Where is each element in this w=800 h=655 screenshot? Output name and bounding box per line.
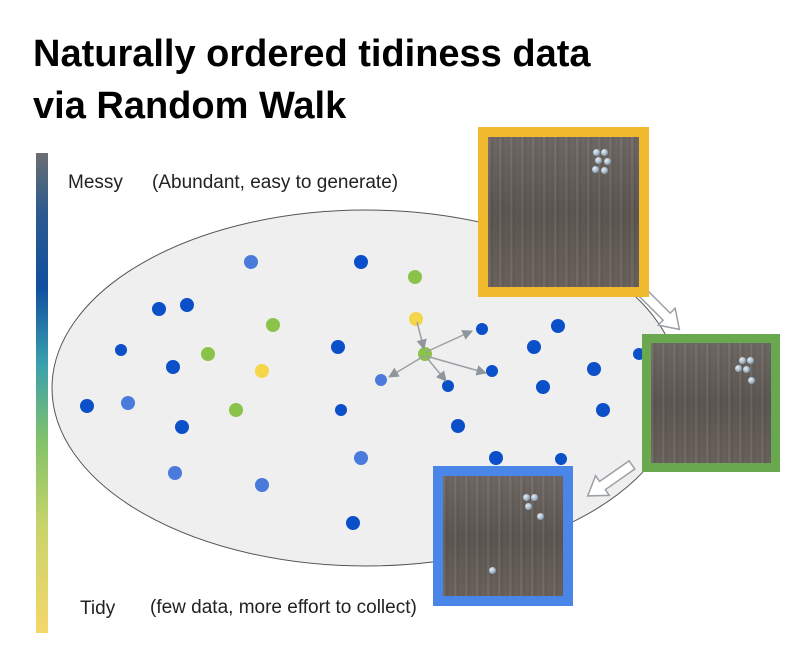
data-point xyxy=(266,318,280,332)
data-point xyxy=(354,255,368,269)
bottle-icon xyxy=(489,567,496,574)
bottle-icon xyxy=(601,149,608,156)
data-point xyxy=(476,323,488,335)
data-point xyxy=(121,396,135,410)
data-point xyxy=(587,362,601,376)
data-point xyxy=(555,453,567,465)
data-point xyxy=(152,302,166,316)
data-point xyxy=(489,451,503,465)
data-point xyxy=(596,403,610,417)
tidy-label: Tidy xyxy=(80,598,116,619)
data-point xyxy=(335,404,347,416)
page-title: Naturally ordered tidiness data via Rand… xyxy=(33,28,753,132)
data-point xyxy=(244,255,258,269)
data-point xyxy=(551,319,565,333)
data-point xyxy=(408,270,422,284)
bottle-icon xyxy=(595,157,602,164)
tidy-note: (few data, more effort to collect) xyxy=(150,597,417,618)
data-point xyxy=(180,298,194,312)
data-point xyxy=(354,451,368,465)
transition-arrow-icon xyxy=(586,459,636,497)
messy-label: Messy xyxy=(68,172,123,193)
walk-arrow xyxy=(416,321,427,351)
bottle-icon xyxy=(604,158,611,165)
tidy-tabletop-photo xyxy=(433,466,573,606)
data-point xyxy=(409,312,423,326)
data-point xyxy=(451,419,465,433)
data-point xyxy=(375,374,387,386)
title-line-1: Naturally ordered tidiness data xyxy=(33,33,591,75)
data-point xyxy=(486,365,498,377)
data-point xyxy=(115,344,127,356)
bottle-icon xyxy=(592,166,599,173)
bottle-icon xyxy=(525,503,532,510)
tabletop-photo-icon xyxy=(651,343,771,463)
title-line-2: via Random Walk xyxy=(33,85,347,127)
data-point xyxy=(166,360,180,374)
intermediate-tabletop-photo xyxy=(642,334,780,472)
messy-tabletop-photo xyxy=(478,127,649,297)
bottle-icon xyxy=(735,365,742,372)
tidiness-gradient-bar xyxy=(36,153,48,633)
transition-arrow-icon xyxy=(636,286,681,331)
data-point xyxy=(80,399,94,413)
data-point xyxy=(346,516,360,530)
data-point xyxy=(229,403,243,417)
bottle-icon xyxy=(601,167,608,174)
walk-arrow xyxy=(425,355,488,376)
bottle-icon xyxy=(523,494,530,501)
data-point xyxy=(201,347,215,361)
data-point xyxy=(442,380,454,392)
bottle-icon xyxy=(747,357,754,364)
data-point xyxy=(255,478,269,492)
data-point xyxy=(255,364,269,378)
bottle-icon xyxy=(739,357,746,364)
bottle-icon xyxy=(537,513,544,520)
walk-arrow xyxy=(388,355,425,378)
data-point xyxy=(331,340,345,354)
bottle-icon xyxy=(748,377,755,384)
walk-arrow xyxy=(425,330,473,353)
bottle-icon xyxy=(743,366,750,373)
bottle-icon xyxy=(531,494,538,501)
tabletop-photo-icon xyxy=(488,137,639,287)
data-point xyxy=(175,420,189,434)
messy-note: (Abundant, easy to generate) xyxy=(152,172,399,193)
bottle-icon xyxy=(593,149,600,156)
data-point xyxy=(168,466,182,480)
data-point xyxy=(527,340,541,354)
data-point xyxy=(536,380,550,394)
tabletop-photo-icon xyxy=(443,476,563,596)
walk-arrow xyxy=(426,357,447,382)
